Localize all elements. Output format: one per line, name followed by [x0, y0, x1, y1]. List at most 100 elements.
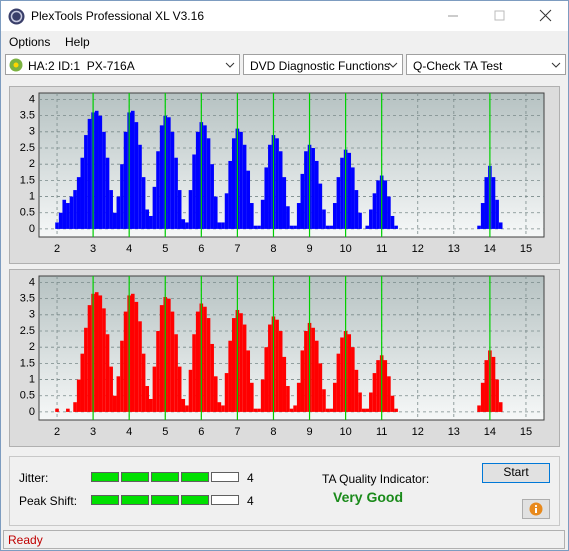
info-button[interactable] [522, 499, 550, 519]
bar [246, 350, 251, 412]
bar [80, 157, 85, 229]
bar [152, 186, 157, 229]
bar [480, 382, 485, 412]
bar [347, 152, 352, 229]
x-tick-label: 13 [448, 426, 460, 438]
bar [80, 353, 85, 412]
x-tick-label: 3 [90, 243, 96, 255]
bar [268, 144, 272, 229]
bar [102, 308, 106, 412]
bar [62, 199, 67, 229]
bar [217, 222, 222, 229]
x-tick-label: 15 [520, 426, 532, 438]
bar [174, 157, 178, 229]
start-button[interactable]: Start [482, 463, 550, 483]
bar [491, 356, 496, 412]
bar [336, 177, 341, 229]
bar [203, 306, 207, 412]
close[interactable] [539, 9, 552, 22]
y-tick-label: 3.5 [20, 293, 35, 305]
meter-block [151, 472, 179, 482]
bar [358, 392, 362, 412]
bar [177, 366, 182, 412]
bar [304, 331, 308, 412]
bar [477, 405, 481, 412]
bar [314, 160, 319, 229]
bar [94, 110, 99, 229]
bar [181, 398, 186, 412]
bar [289, 408, 294, 412]
bar [192, 334, 196, 412]
bar [159, 125, 164, 229]
window-controls [448, 9, 552, 22]
bar [138, 321, 142, 412]
bar [260, 199, 265, 229]
bar [239, 131, 243, 229]
bar [228, 160, 232, 229]
bar [325, 408, 330, 412]
jitter-value: 4 [247, 471, 254, 485]
ta-value: Very Good [333, 489, 404, 505]
bar [213, 376, 218, 412]
bar [84, 327, 88, 412]
bar [264, 167, 269, 229]
bar [369, 392, 373, 412]
bar [390, 215, 395, 229]
chart-panel: 0 0.5 1 1.5 2 2.5 3 3.5 4 2 3 4 5 6 7 8 9 10 11 12 13 14 15 [9, 86, 560, 264]
function-label: DVD Diagnostic Functions [250, 59, 391, 73]
bar [347, 334, 352, 412]
meter-block [121, 472, 149, 482]
bar [383, 360, 388, 412]
bar [282, 356, 287, 412]
menu-options[interactable]: Options [9, 35, 51, 49]
bar [311, 148, 315, 229]
x-tick-label: 10 [339, 243, 351, 255]
bar [192, 154, 196, 229]
bar [250, 382, 254, 412]
bar [387, 196, 391, 229]
bar [130, 293, 135, 412]
bar [224, 193, 229, 229]
bar [221, 405, 225, 412]
bar [387, 376, 391, 412]
bar [394, 225, 398, 229]
status-text: Ready [8, 533, 43, 547]
bar [159, 305, 164, 412]
bar [156, 151, 160, 229]
drive-select[interactable]: HA:2 ID:1 PX-716A [5, 54, 240, 75]
bar [314, 340, 319, 412]
bar [253, 408, 258, 412]
bar [278, 331, 283, 412]
x-tick-label: 2 [54, 243, 60, 255]
bar [210, 164, 214, 229]
test-select[interactable]: Q-Check TA Test [406, 54, 566, 75]
x-tick-label: 4 [126, 426, 132, 438]
y-tick-label: 4 [29, 93, 35, 105]
x-tick-label: 14 [484, 426, 496, 438]
bar [141, 177, 146, 229]
meter-block [151, 495, 179, 505]
menu-help[interactable]: Help [65, 35, 90, 49]
maximize[interactable] [494, 10, 505, 21]
bar [390, 395, 395, 412]
bar [55, 408, 59, 412]
dropdown-arrow [551, 62, 561, 68]
bar [120, 340, 124, 412]
bar [242, 324, 247, 412]
bar [365, 408, 370, 412]
x-tick-label: 3 [90, 426, 96, 438]
test-label: Q-Check TA Test [413, 59, 503, 73]
bar [289, 225, 294, 229]
bar [149, 398, 153, 412]
bar [275, 138, 279, 229]
bar [116, 376, 121, 412]
bar [293, 405, 297, 412]
bar [134, 301, 139, 412]
bar [167, 298, 171, 412]
bar [185, 222, 189, 229]
function-select[interactable]: DVD Diagnostic Functions [243, 54, 403, 75]
title-bar: PlexTools Professional XL V3.16 [1, 1, 568, 31]
y-tick-label: 4 [29, 276, 35, 288]
meter-block-empty [211, 495, 239, 505]
meter-block [181, 495, 209, 505]
